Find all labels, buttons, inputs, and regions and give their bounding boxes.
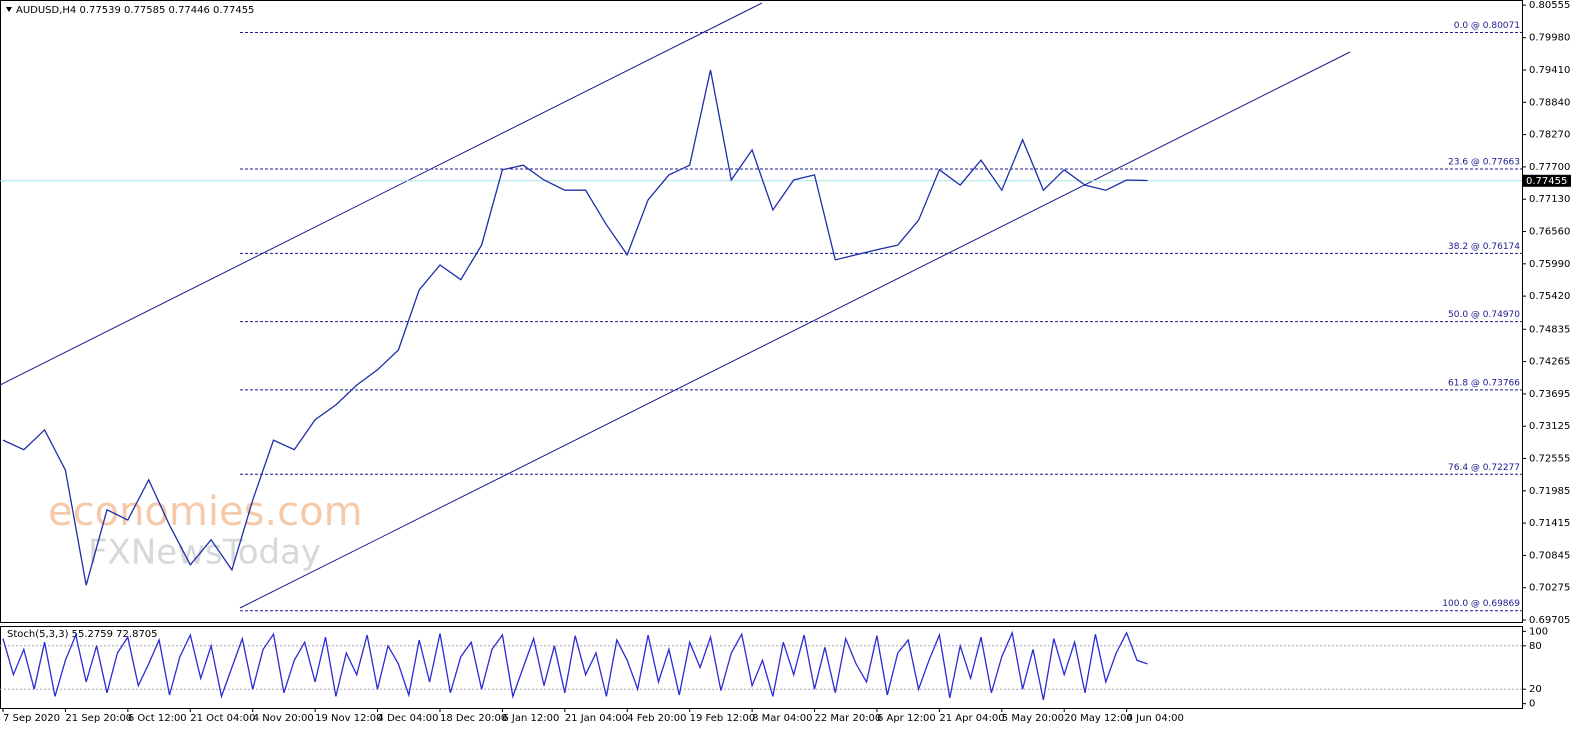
y-tick-label: 0.78840	[1529, 97, 1570, 108]
menu-icon	[6, 7, 12, 12]
fib-label: 23.6 @ 0.77663	[1448, 158, 1520, 168]
x-tick-label: 21 Apr 04:00	[939, 713, 1004, 724]
current-price-box	[1523, 174, 1571, 187]
y-tick-label: 0.79980	[1529, 33, 1570, 44]
x-tick-label: 6 Oct 12:00	[128, 713, 187, 724]
x-tick-label: 19 Feb 12:00	[690, 713, 756, 724]
series-line	[2, 630, 1148, 701]
x-tick-label: 4 Jun 04:00	[1127, 713, 1184, 724]
y-tick-label: 0.78270	[1529, 130, 1570, 141]
y-tick-label: 0.71985	[1529, 486, 1570, 497]
y-tick-label: 0.74265	[1529, 357, 1570, 368]
y-tick-label: 0.77130	[1529, 194, 1570, 205]
chart-title: AUDUSD,H4 0.77539 0.77585 0.77446 0.7745…	[16, 5, 254, 16]
fib-label: 100.0 @ 0.69869	[1442, 599, 1520, 609]
x-tick-label: 19 Nov 12:00	[315, 713, 382, 724]
x-tick-label: 4 Nov 20:00	[253, 713, 314, 724]
y-tick-label: 0.77700	[1529, 162, 1570, 173]
x-tick-label: 6 Apr 12:00	[877, 713, 936, 724]
watermark: economies.com	[48, 489, 363, 535]
y-tick-label: 80	[1529, 641, 1542, 652]
fib-label: 50.0 @ 0.74970	[1448, 310, 1520, 320]
y-tick-label: 0.71415	[1529, 518, 1570, 529]
channel-line	[239, 51, 1351, 609]
x-tick-label: 7 Sep 2020	[3, 713, 60, 724]
y-tick-label: 0.80555	[1529, 0, 1570, 11]
x-tick-label: 5 May 20:00	[1002, 713, 1064, 724]
y-tick-label: 20	[1529, 684, 1542, 695]
stoch-title: Stoch(5,3,3) 55.2759 72.8705	[7, 629, 158, 640]
x-tick-label: 4 Dec 04:00	[378, 713, 439, 724]
x-tick-label: 21 Oct 04:00	[190, 713, 255, 724]
y-tick-label: 0.76560	[1529, 227, 1570, 238]
current-price-label: 0.77455	[1526, 176, 1567, 187]
y-tick-label: 0.74835	[1529, 324, 1570, 335]
y-tick-label: 0.70845	[1529, 550, 1570, 561]
fib-label: 38.2 @ 0.76174	[1448, 242, 1520, 252]
y-tick-label: 0.73125	[1529, 421, 1570, 432]
fib-label: 0.0 @ 0.80071	[1454, 21, 1520, 31]
channel-line	[0, 2, 763, 386]
y-tick-label: 0.79410	[1529, 65, 1570, 76]
x-tick-label: 6 Jan 12:00	[502, 713, 559, 724]
x-tick-label: 8 Mar 04:00	[752, 713, 812, 724]
fib-label: 61.8 @ 0.73766	[1448, 378, 1520, 388]
series-line	[2, 69, 1148, 586]
y-tick-label: 100	[1529, 626, 1548, 637]
y-tick-label: 0.73695	[1529, 389, 1570, 400]
x-tick-label: 4 Feb 20:00	[627, 713, 686, 724]
x-tick-label: 20 May 12:00	[1064, 713, 1133, 724]
fib-label: 76.4 @ 0.72277	[1448, 463, 1520, 473]
y-tick-label: 0.75990	[1529, 259, 1570, 270]
watermark: FXNewsToday	[88, 533, 321, 573]
stoch-panel	[0, 626, 1523, 709]
y-tick-label: 0.72555	[1529, 453, 1570, 464]
x-tick-label: 22 Mar 20:00	[815, 713, 882, 724]
y-tick-label: 0.75420	[1529, 291, 1570, 302]
y-tick-label: 0	[1529, 699, 1535, 710]
x-tick-label: 21 Jan 04:00	[565, 713, 628, 724]
price-panel	[0, 0, 1523, 623]
y-tick-label: 0.70275	[1529, 583, 1570, 594]
x-tick-label: 18 Dec 20:00	[440, 713, 507, 724]
x-tick-label: 21 Sep 20:00	[65, 713, 132, 724]
y-tick-label: 0.69705	[1529, 615, 1570, 626]
